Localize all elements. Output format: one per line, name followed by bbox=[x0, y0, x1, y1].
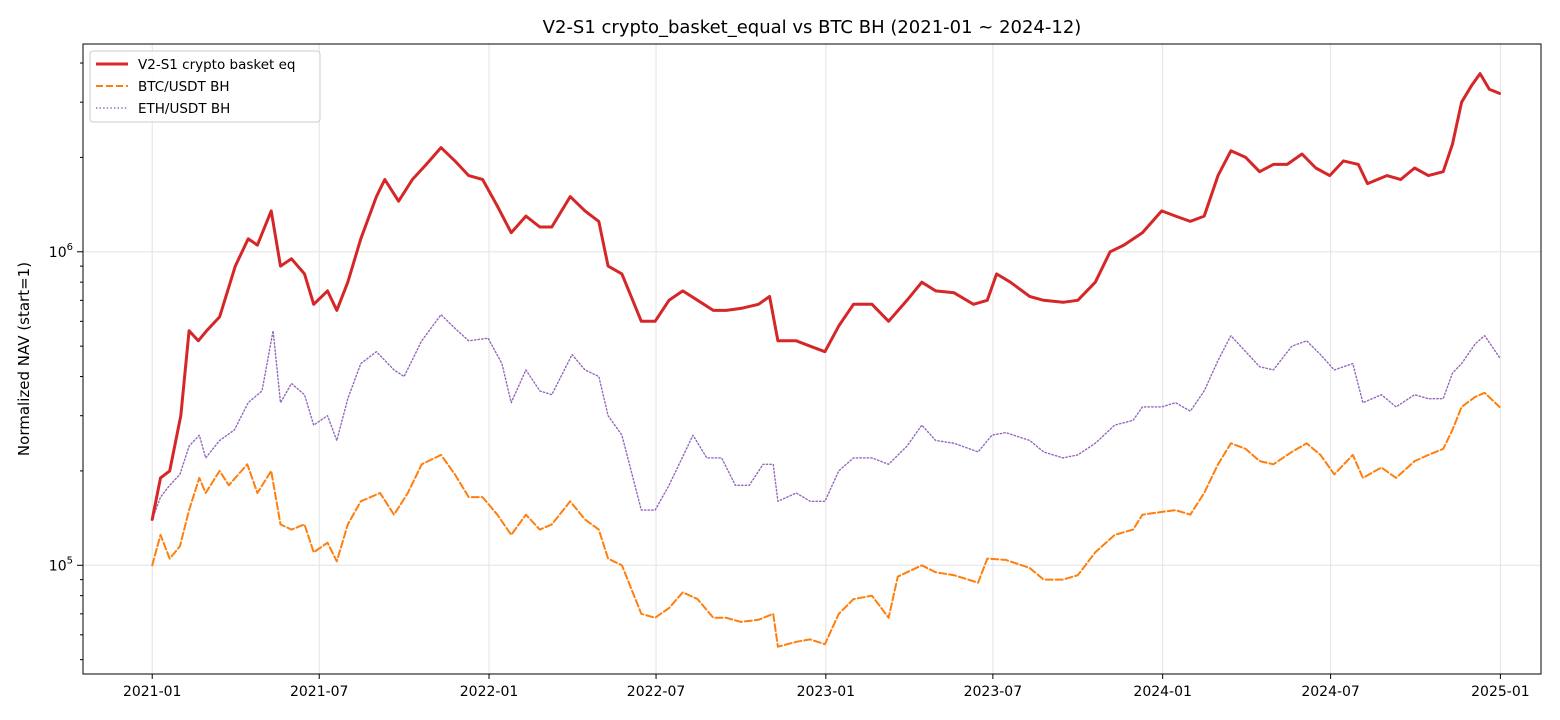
x-tick-label: 2022-01 bbox=[460, 684, 519, 700]
chart-title: V2-S1 crypto_basket_equal vs BTC BH (202… bbox=[543, 17, 1082, 38]
series-line-2 bbox=[151, 314, 1501, 521]
y-tick-label: 106 bbox=[49, 242, 73, 261]
x-axis: 2021-01 2021-07 2022-01 2022-07 2023-01 2023-… bbox=[123, 674, 1530, 700]
series-line-0 bbox=[150, 72, 1501, 521]
series-line-1 bbox=[151, 391, 1501, 648]
legend-label: BTC/USDT BH bbox=[138, 79, 230, 95]
legend: V2-S1 crypto basket eq BTC/USDT BH ETH/USD… bbox=[89, 50, 321, 123]
legend-box bbox=[89, 50, 321, 123]
x-tick-label: 2025-01 bbox=[1471, 684, 1530, 700]
y-tick-label: 105 bbox=[49, 555, 73, 574]
x-tick-label: 2021-01 bbox=[123, 684, 182, 700]
legend-label: ETH/USDT BH bbox=[138, 101, 230, 117]
x-tick-label: 2021-07 bbox=[290, 684, 349, 700]
plot-area bbox=[150, 72, 1501, 648]
grid bbox=[83, 44, 1541, 674]
y-axis-label: Normalized NAV (start=1) bbox=[15, 262, 33, 456]
legend-label: V2-S1 crypto basket eq bbox=[138, 57, 296, 73]
x-tick-label: 2024-01 bbox=[1133, 684, 1192, 700]
plot-frame bbox=[82, 43, 1542, 675]
y-axis: 105 106 bbox=[49, 62, 83, 661]
x-tick-label: 2022-07 bbox=[627, 684, 686, 700]
x-tick-label: 2023-01 bbox=[797, 684, 856, 700]
x-tick-label: 2023-07 bbox=[964, 684, 1023, 700]
x-tick-label: 2024-07 bbox=[1301, 684, 1360, 700]
